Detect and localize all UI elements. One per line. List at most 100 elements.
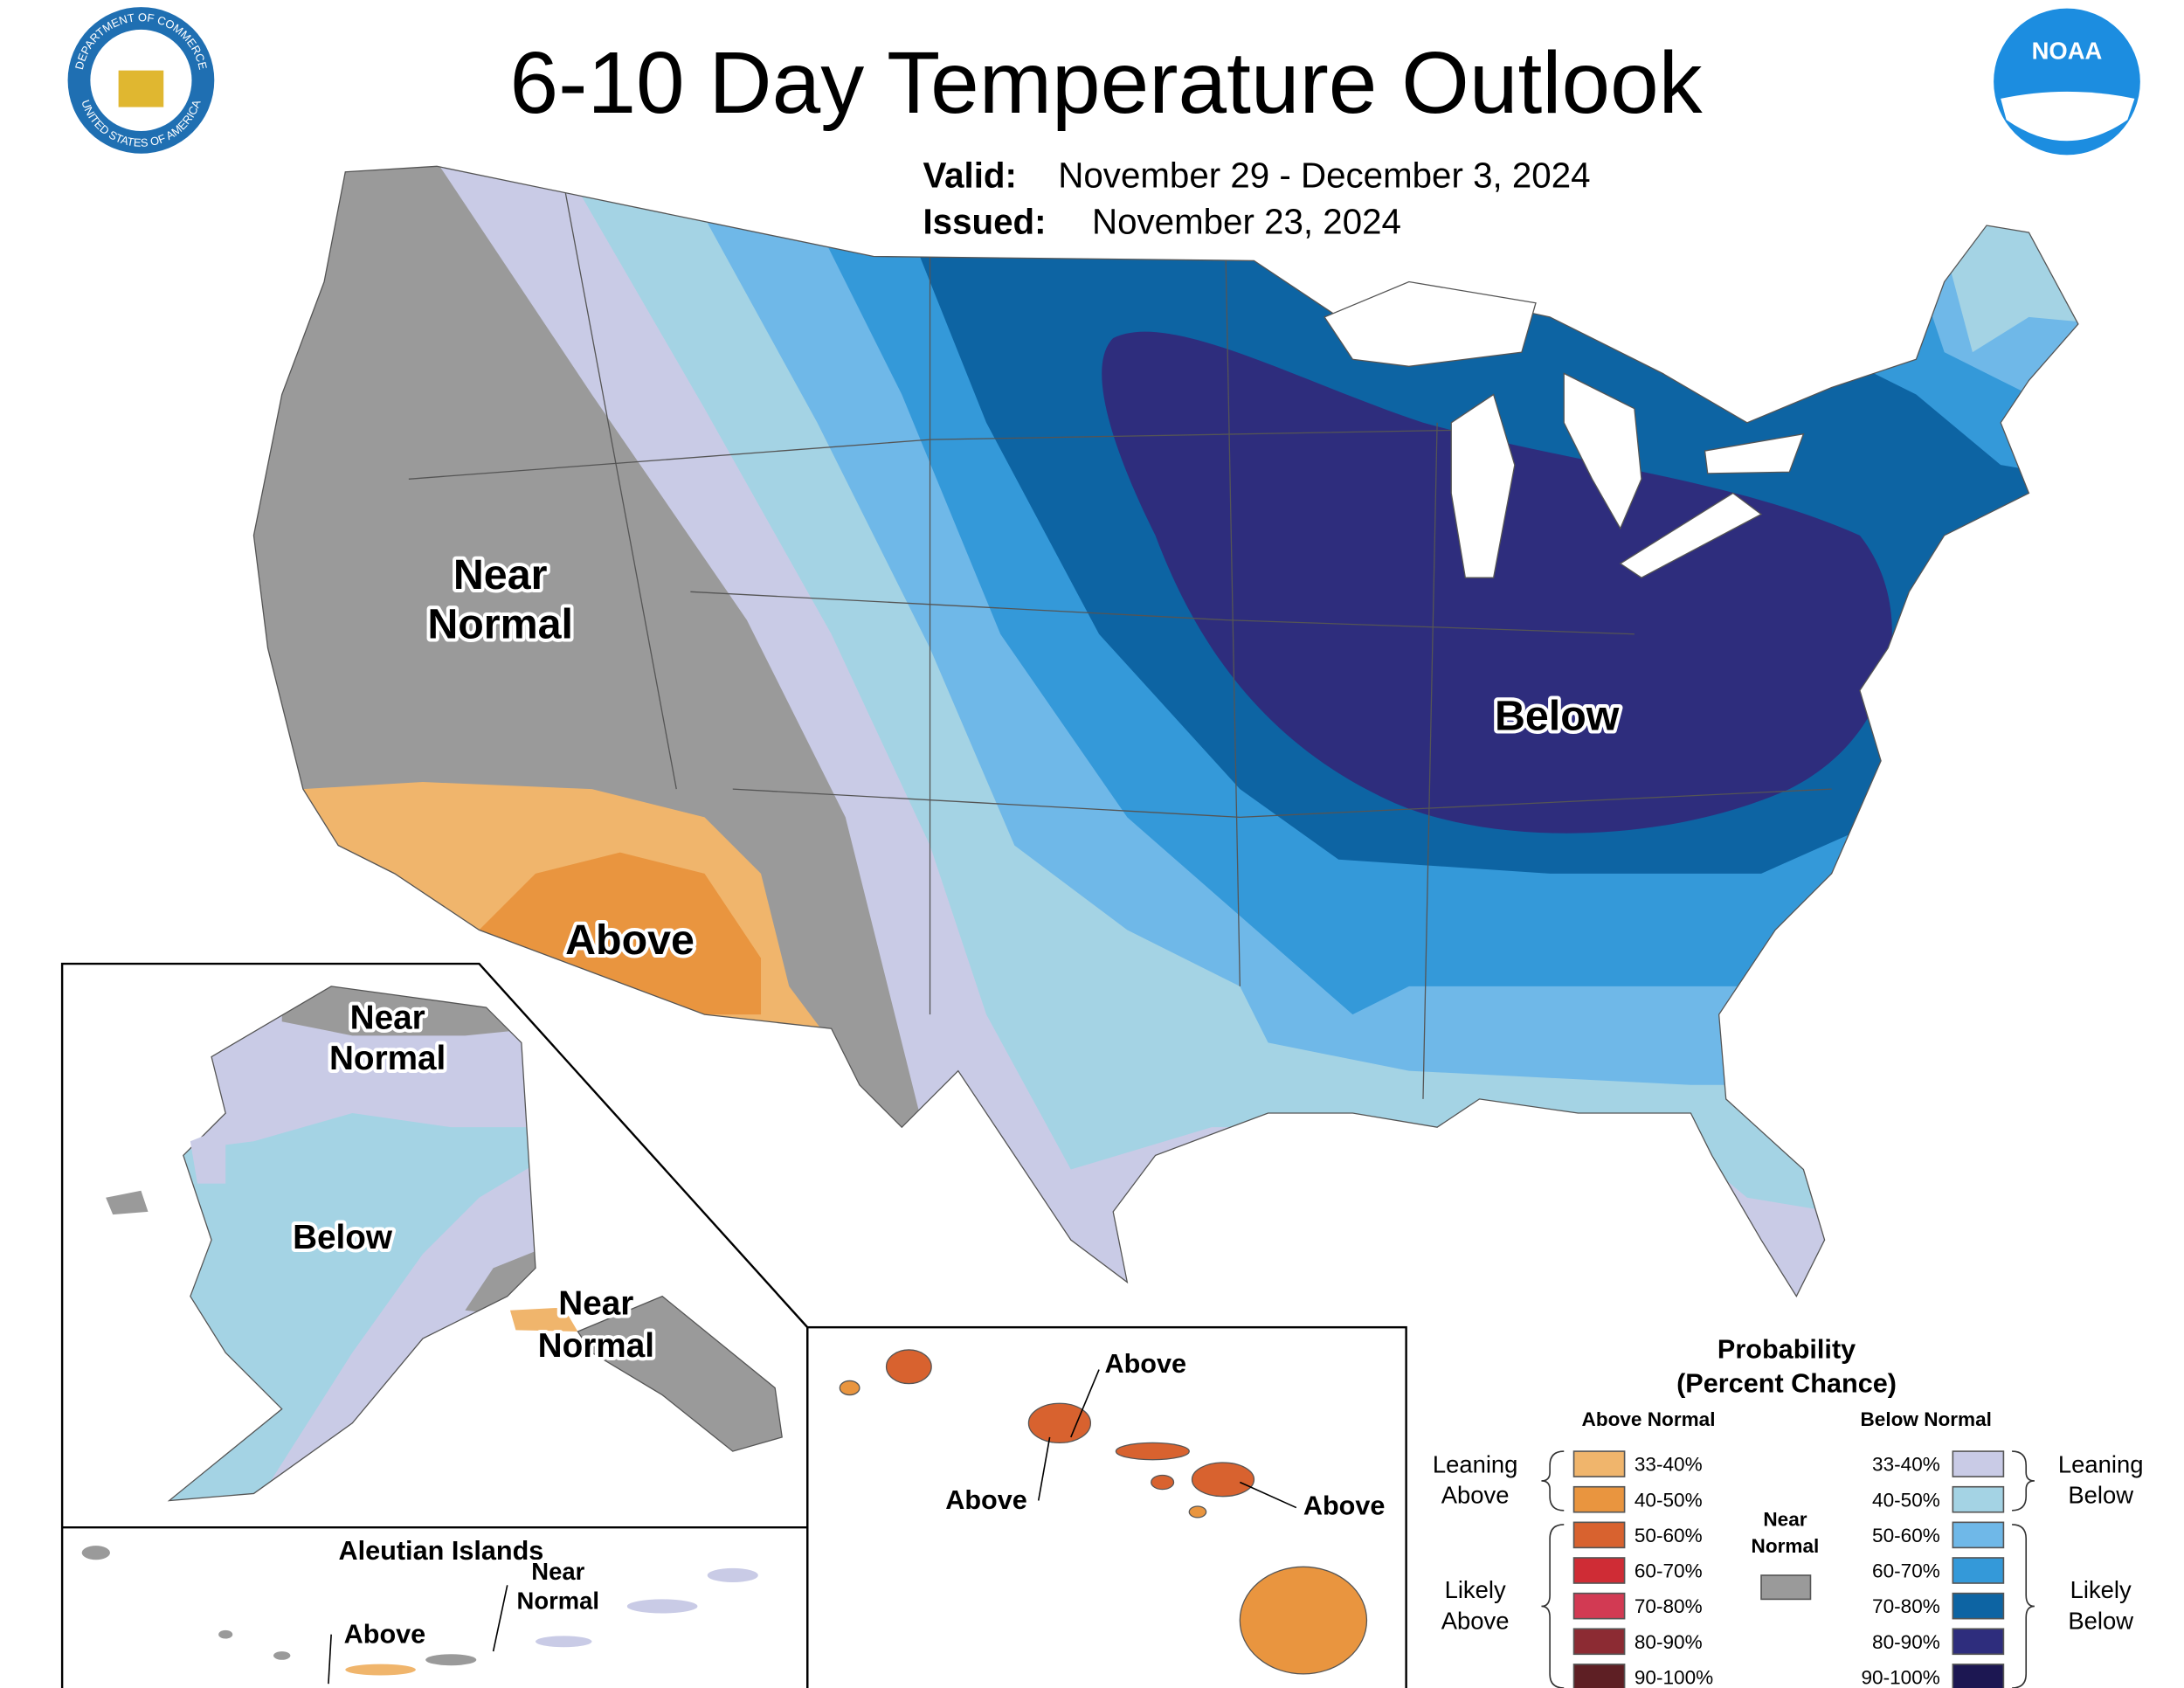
label-below: Below — [293, 1219, 393, 1256]
island — [190, 1127, 226, 1184]
state-line — [690, 591, 1635, 635]
legend-label: 70-80% — [1635, 1595, 1703, 1617]
island — [218, 1629, 233, 1639]
legend-group: Leaning — [1433, 1450, 1518, 1477]
legend-label: 50-60% — [1872, 1525, 1940, 1546]
aleutian-title: Aleutian Islands — [339, 1536, 544, 1566]
great-lakes — [1324, 280, 1805, 578]
leader-line — [328, 1634, 332, 1685]
legend-group: Likely — [1445, 1576, 1506, 1603]
legend-group: Likely — [2070, 1576, 2132, 1603]
island — [1191, 1462, 1255, 1498]
noaa-gull — [2001, 91, 2135, 142]
region-below-80 — [1102, 331, 1892, 834]
brace — [1541, 1450, 1565, 1512]
state-lines — [408, 183, 1832, 1099]
island — [1151, 1474, 1175, 1491]
brace — [1541, 1524, 1565, 1688]
legend-header: Below Normal — [1860, 1408, 1991, 1430]
alaska-outline — [167, 986, 536, 1502]
legend-swatch — [1572, 1485, 1626, 1513]
island — [707, 1567, 758, 1583]
legend-swatch — [1572, 1557, 1626, 1584]
region-below-33 — [253, 1155, 536, 1501]
island — [345, 1664, 416, 1676]
legend-label: 33-40% — [1872, 1454, 1940, 1476]
island — [106, 1190, 149, 1215]
lake — [1324, 280, 1537, 367]
island — [425, 1654, 477, 1666]
commerce-seal: DEPARTMENT OF COMMERCE UNITED STATES OF … — [67, 7, 215, 154]
legend-group: Below — [2068, 1607, 2133, 1634]
legend-swatch — [1760, 1574, 1812, 1601]
hawaii — [839, 1349, 1368, 1675]
leader-line — [1037, 1436, 1051, 1501]
label-above: Above — [945, 1485, 1027, 1515]
island — [839, 1380, 860, 1396]
legend-swatch — [1952, 1628, 2005, 1656]
lake — [1563, 372, 1642, 530]
label-near-normal: Near — [558, 1285, 633, 1323]
label-near-normal: Near — [350, 999, 425, 1036]
label-below: Below — [1495, 692, 1620, 739]
legend-label: 70-80% — [1872, 1595, 1940, 1617]
noaa-text: NOAA — [2032, 38, 2103, 65]
label-near-normal: Normal — [538, 1327, 654, 1365]
state-line — [732, 788, 1832, 819]
legend-label: 90-100% — [1635, 1666, 1713, 1688]
noaa-logo: NOAA — [1994, 8, 2140, 156]
leader-line — [492, 1585, 508, 1652]
label-above: Above — [565, 917, 695, 964]
legend-swatch — [1952, 1485, 2005, 1513]
legend-swatch — [1952, 1557, 2005, 1584]
legend-label: 80-90% — [1872, 1631, 1940, 1653]
island — [626, 1599, 698, 1614]
legend-label: 60-70% — [1635, 1560, 1703, 1582]
legend-swatch — [1572, 1628, 1626, 1656]
legend-label: 50-60% — [1635, 1525, 1703, 1546]
legend-label: 90-100% — [1862, 1666, 1940, 1688]
region-above-33 — [509, 1307, 578, 1332]
lake — [1619, 492, 1763, 578]
island — [1188, 1505, 1207, 1519]
legend-swatch — [1952, 1521, 2005, 1549]
legend-label: 33-40% — [1635, 1454, 1703, 1476]
aleutians — [81, 1546, 758, 1676]
island — [1027, 1402, 1092, 1444]
legend-swatch — [1572, 1450, 1626, 1477]
title: 6-10 Day Temperature Outlook — [510, 34, 1704, 132]
alaska-panhandle — [577, 1295, 783, 1452]
island — [81, 1546, 110, 1560]
state-line — [1422, 422, 1438, 1099]
label-above: Above — [1104, 1349, 1186, 1379]
island — [273, 1651, 291, 1660]
label-near-normal: Near — [453, 551, 548, 598]
leader-line — [1070, 1369, 1100, 1438]
legend-title: Probability — [1717, 1335, 1856, 1365]
legend-group: Leaning — [2058, 1450, 2144, 1477]
leader-line — [1240, 1481, 1297, 1509]
valid-value: November 29 - December 3, 2024 — [1058, 156, 1590, 195]
state-line — [1225, 260, 1241, 986]
legend-swatch — [1572, 1521, 1626, 1549]
legend-subtitle: (Percent Chance) — [1676, 1368, 1897, 1398]
label-near-normal: Normal — [427, 601, 573, 648]
label-near-normal: Near — [531, 1558, 584, 1585]
legend-label: 40-50% — [1872, 1489, 1940, 1511]
legend-swatch — [1572, 1592, 1626, 1620]
legend-label: 80-90% — [1635, 1631, 1703, 1653]
legend-swatch — [1952, 1592, 2005, 1620]
region-above-40 — [479, 852, 762, 1015]
label-near-normal: Normal — [329, 1040, 446, 1077]
legend-group: Below — [2068, 1482, 2133, 1509]
brace — [2012, 1450, 2035, 1512]
island — [1239, 1566, 1368, 1675]
legend-swatch — [1952, 1450, 2005, 1477]
issued-value: November 23, 2024 — [1092, 203, 1401, 242]
legend-swatch — [1952, 1664, 2005, 1688]
island — [535, 1636, 592, 1648]
brace — [2012, 1524, 2035, 1688]
label-near-normal: Normal — [517, 1588, 599, 1615]
